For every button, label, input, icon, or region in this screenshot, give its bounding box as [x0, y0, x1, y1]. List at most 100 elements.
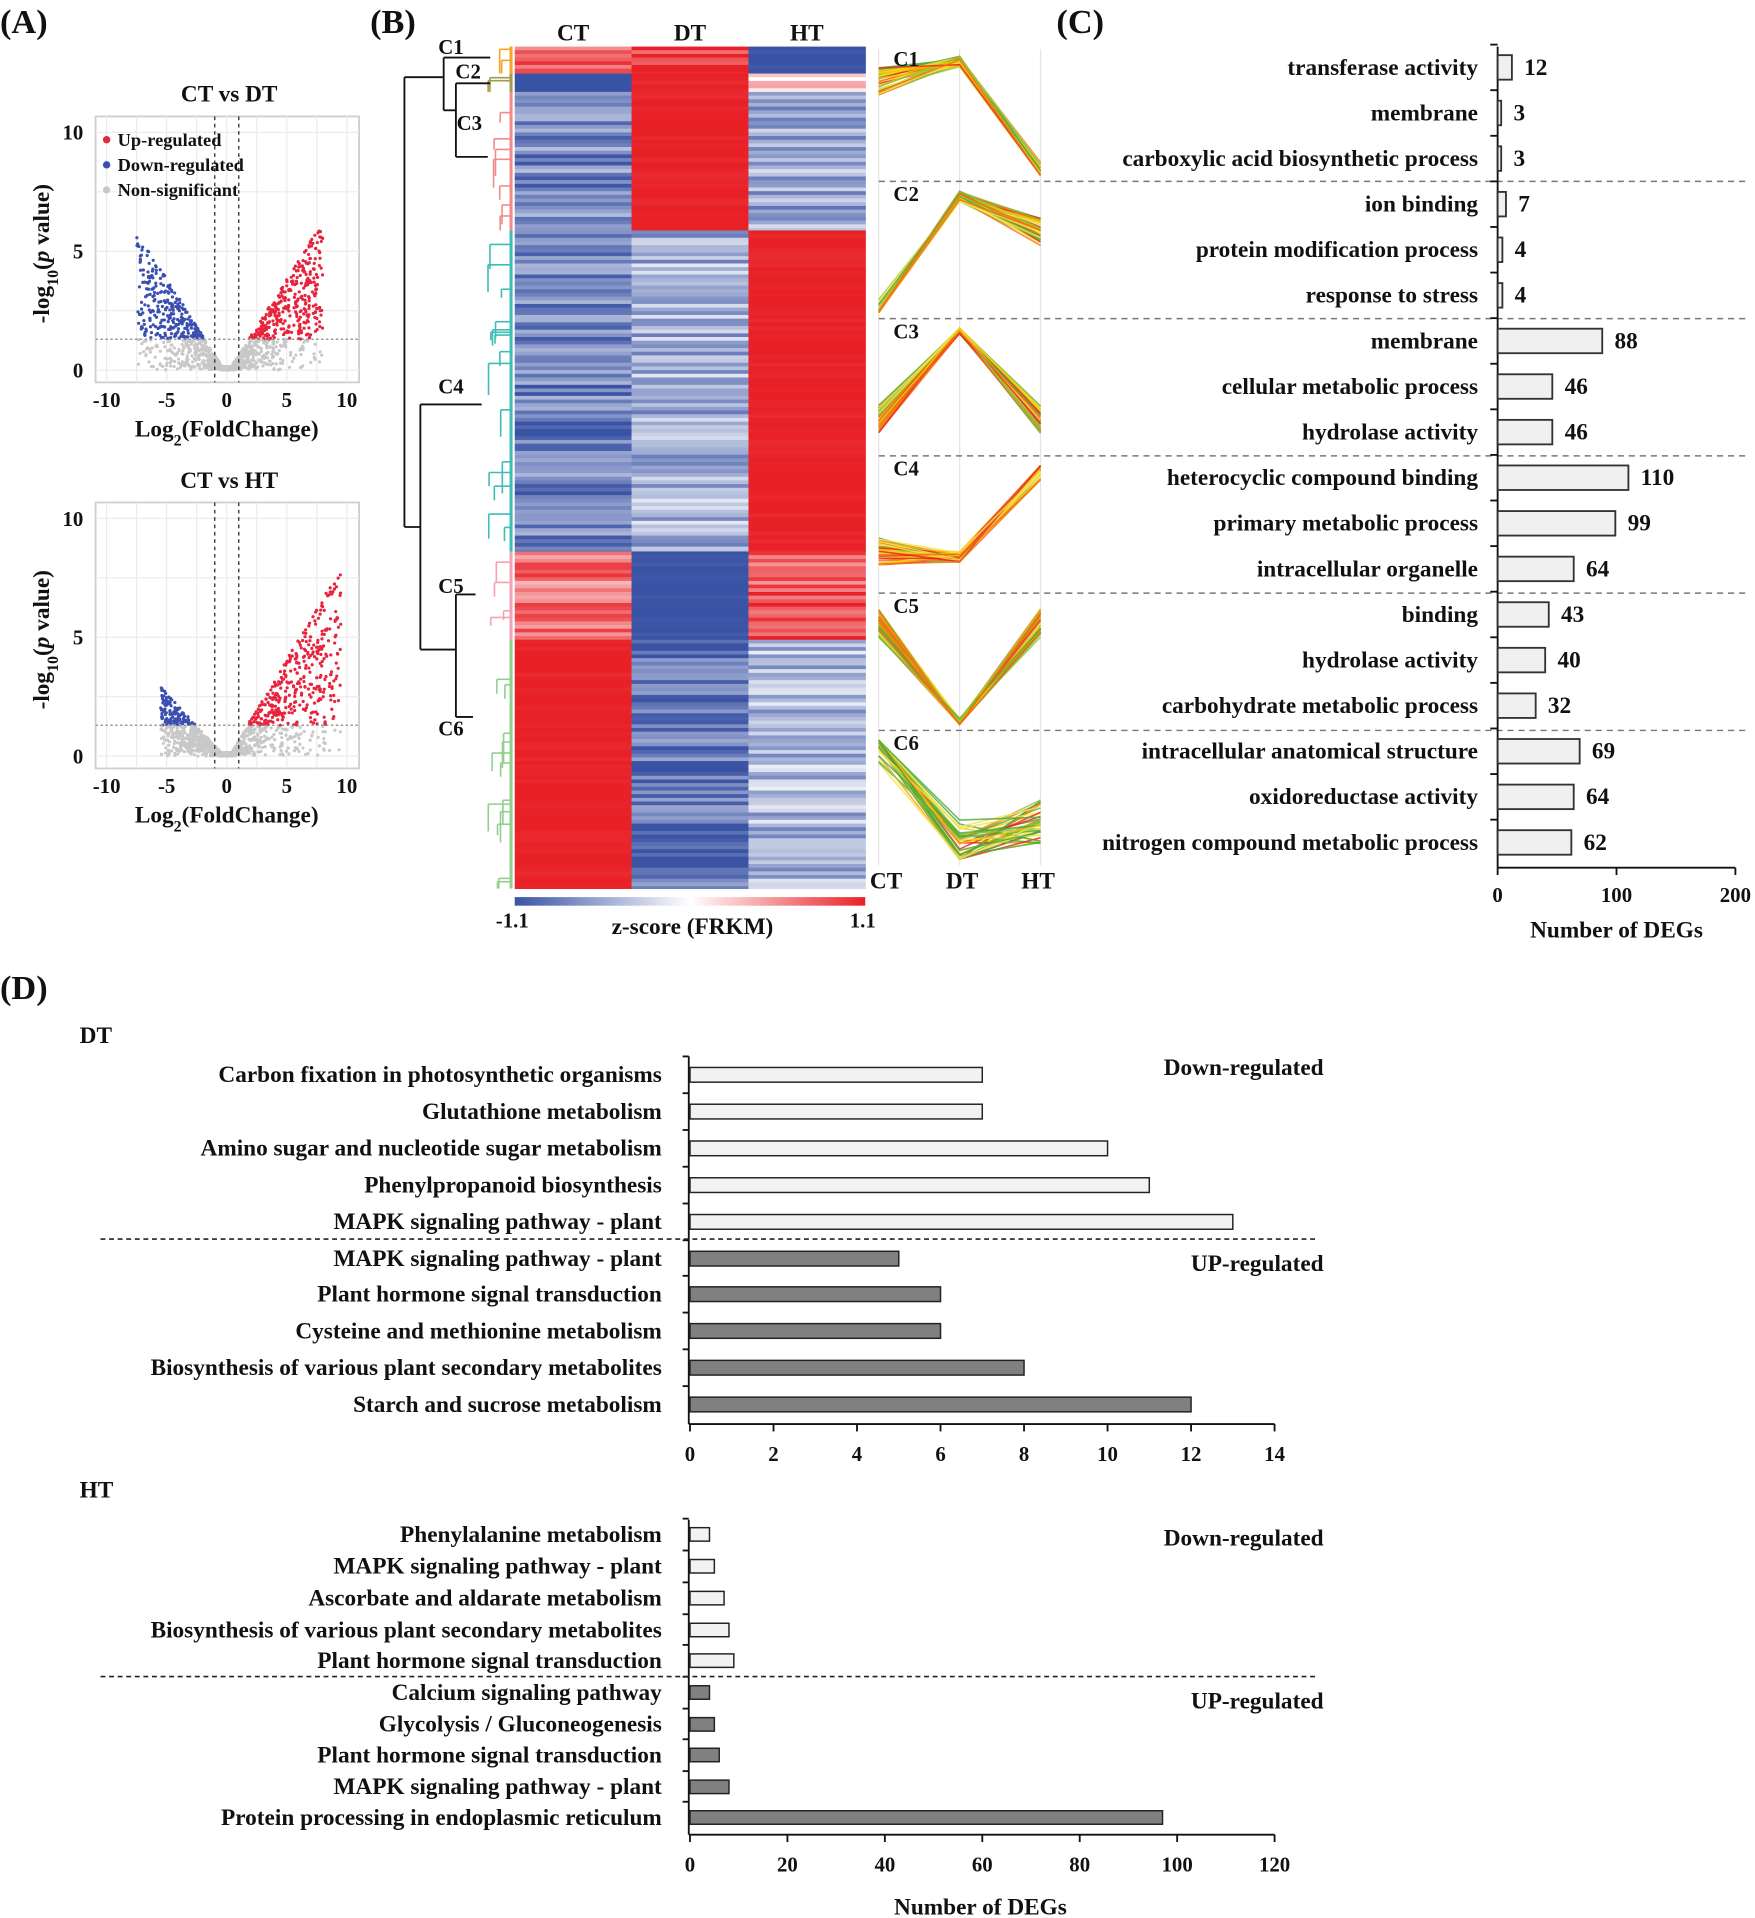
volcano-point-nonsignificant: [271, 362, 275, 366]
volcano-point-nonsignificant: [193, 346, 197, 351]
heatmap-cell: [748, 650, 866, 655]
heatmap-cell: [514, 705, 633, 711]
heatmap-cell: [514, 57, 633, 62]
heatmap-cell: [748, 436, 866, 441]
heatmap-cell: [748, 274, 866, 279]
go-bar: [1496, 373, 1554, 400]
heatmap-cell: [631, 599, 749, 604]
heatmap-cell: [748, 871, 866, 876]
heatmap-cell: [514, 606, 633, 611]
heatmap-cell: [514, 683, 633, 689]
volcano-point-up: [324, 628, 329, 632]
volcano-point-down: [195, 336, 199, 340]
volcano-point-down: [164, 698, 168, 702]
volcano-point-down: [170, 715, 175, 719]
volcano-point-nonsignificant: [194, 733, 198, 737]
heatmap-cell: [514, 669, 633, 674]
go-term-label: hydrolase activity: [1302, 419, 1478, 445]
heatmap-cell: [514, 53, 633, 59]
volcano-point-up: [302, 326, 306, 330]
volcano-point-nonsignificant: [299, 352, 303, 357]
volcano-point-up: [282, 711, 286, 715]
heatmap-cell: [631, 513, 749, 518]
heatmap-cell: [514, 661, 633, 666]
go-term-label: intracellular anatomical structure: [1142, 739, 1478, 765]
go-bar: [1496, 145, 1503, 172]
volcano-point-nonsignificant: [277, 348, 281, 353]
volcano-point-down: [159, 290, 164, 294]
volcano-point-up: [316, 699, 320, 703]
heatmap-cell: [514, 573, 633, 578]
volcano-point-down: [159, 686, 163, 690]
kegg-bar-down: [689, 1213, 1234, 1230]
heatmap-cell: [631, 473, 749, 478]
volcano-point-up: [269, 688, 273, 692]
kegg-bar-up: [689, 1716, 716, 1732]
volcano-point-down: [137, 312, 142, 316]
heatmap-cell: [631, 731, 749, 736]
volcano-point-nonsignificant: [181, 742, 185, 746]
heatmap-cell: [748, 68, 866, 73]
volcano-point-up: [281, 677, 286, 681]
volcano-point-down: [163, 333, 168, 338]
heatmap-cell: [514, 165, 633, 170]
heatmap-cell: [631, 716, 749, 722]
heatmap-cell: [748, 539, 866, 544]
heatmap-cell: [631, 370, 749, 375]
heatmap-cell: [748, 595, 866, 600]
volcano-point-nonsignificant: [252, 352, 256, 356]
volcano-point-nonsignificant: [316, 753, 320, 757]
kegg-pathway-label: Carbon fixation in photosynthetic organi…: [218, 1062, 661, 1088]
volcano-point-up: [299, 693, 304, 697]
volcano-point-nonsignificant: [322, 748, 326, 752]
volcano-point-down: [154, 333, 158, 337]
volcano-point-down: [147, 261, 151, 265]
volcano-point-nonsignificant: [177, 749, 181, 753]
volcano-point-up: [336, 699, 341, 703]
volcano-point-nonsignificant: [294, 353, 298, 357]
volcano-point-up: [322, 715, 326, 719]
volcano-point-nonsignificant: [272, 732, 276, 737]
y-label-italic: p: [29, 251, 55, 265]
heatmap-cell: [748, 632, 866, 637]
x-tick-label: 10: [336, 774, 357, 798]
volcano-point-nonsignificant: [323, 730, 327, 734]
volcano-point-up: [260, 700, 264, 704]
volcano-point-nonsignificant: [265, 346, 269, 350]
heatmap-cell: [631, 150, 749, 155]
volcano-point-up: [319, 652, 323, 657]
volcano-point-nonsignificant: [188, 748, 193, 753]
heatmap-cell: [631, 329, 749, 334]
heatmap-cell: [514, 128, 633, 133]
heatmap-cell: [514, 117, 633, 122]
heatmap-cell: [514, 150, 633, 155]
volcano-point-nonsignificant: [211, 745, 215, 749]
heatmap-cell: [631, 654, 749, 659]
volcano-point-up: [303, 302, 308, 306]
volcano-point-up: [259, 324, 263, 328]
heatmap-cell: [631, 476, 749, 481]
heatmap-cell: [748, 366, 866, 371]
heatmap-cell: [748, 64, 866, 70]
heatmap-cell: [514, 484, 633, 489]
volcano-point-up: [256, 332, 260, 336]
volcano-point-up: [273, 704, 278, 708]
volcano-point-down: [149, 336, 153, 340]
volcano-point-nonsignificant: [247, 340, 251, 344]
heatmap-cell: [514, 132, 633, 137]
heatmap-cell: [631, 348, 749, 353]
heatmap-cell: [748, 443, 866, 448]
heatmap-cell: [748, 750, 866, 755]
volcano-point-nonsignificant: [250, 344, 254, 348]
kegg-bar-up: [689, 1810, 1164, 1825]
heatmap-cell: [514, 524, 633, 529]
heatmap-cell: [748, 458, 866, 463]
volcano-point-up: [296, 298, 300, 302]
volcano-point-nonsignificant: [274, 362, 278, 366]
volcano-point-down: [144, 295, 148, 299]
heatmap-cell: [514, 864, 633, 869]
heatmap-cell: [514, 531, 633, 537]
heatmap-cell: [748, 439, 866, 445]
heatmap-cell: [748, 602, 866, 608]
heatmap-cell: [514, 528, 633, 533]
